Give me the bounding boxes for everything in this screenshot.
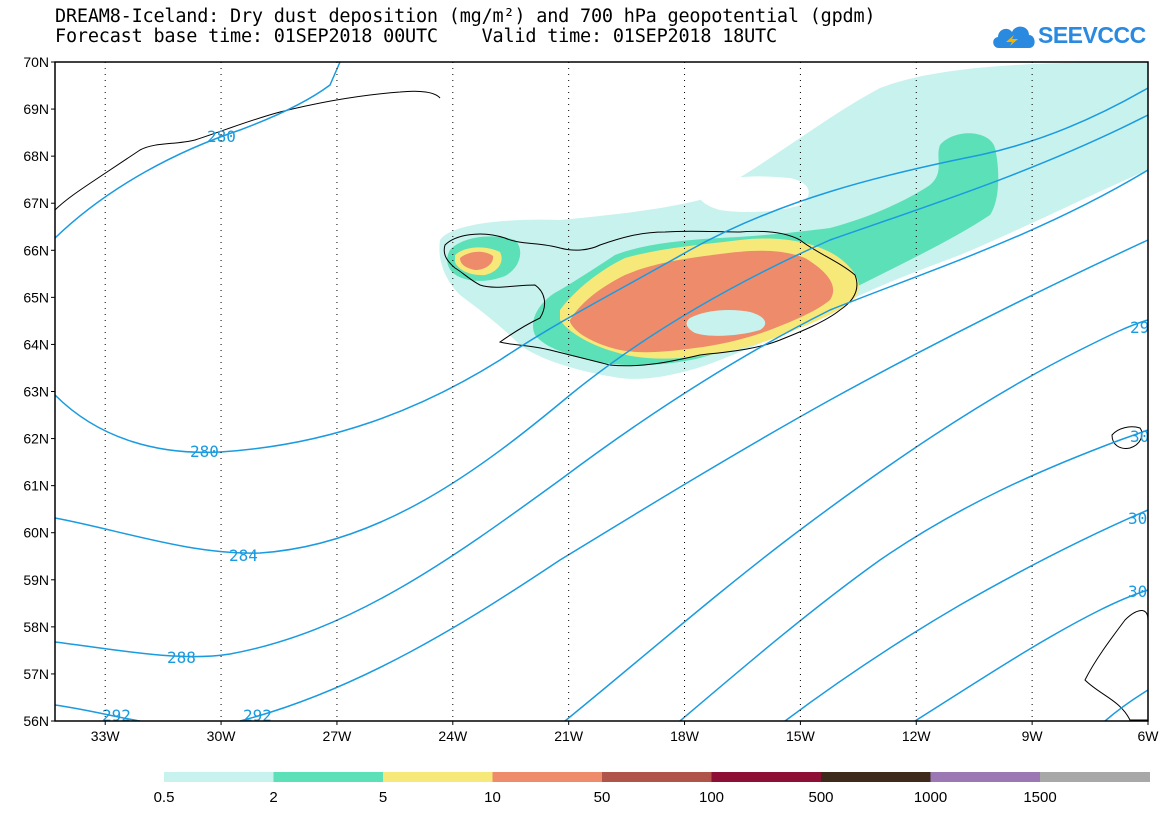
lon-tick-label: 9W <box>1022 728 1044 744</box>
contour-line <box>54 114 1149 554</box>
legend-swatch <box>383 772 493 782</box>
contour-line <box>54 87 1149 454</box>
lon-tick-label: 33W <box>91 728 121 744</box>
latitude-axis: 70N 69N 68N 67N 66N 65N 64N 63N 62N 61N 60N 59N 58N 5… <box>23 54 55 729</box>
contour-line <box>1104 689 1149 722</box>
longitude-axis: 33W 30W 27W 24W 21W 18W 15W 12W 9W 6W <box>91 721 1159 744</box>
contour-label: 292 <box>102 706 131 725</box>
contour-label: 280 <box>207 127 236 146</box>
contour-line <box>564 319 1149 722</box>
lon-tick-label: 27W <box>323 728 353 744</box>
lon-tick-label: 6W <box>1138 728 1160 744</box>
coastlines <box>54 90 1149 721</box>
lat-tick-label: 66N <box>23 242 49 258</box>
legend-label: 1000 <box>914 789 947 806</box>
legend-swatch <box>602 772 712 782</box>
geopotential-contours <box>54 61 1149 722</box>
contour-labels: 280 280 284 288 292 292 29 30 30 30 <box>102 127 1149 725</box>
dust-plume-10-west <box>460 251 494 270</box>
seevccc-logo: SEEVCCC <box>990 18 1146 58</box>
legend-swatch <box>711 772 822 782</box>
contour-label: 280 <box>190 442 219 461</box>
lat-tick-label: 67N <box>23 195 49 211</box>
contour-label: 30 <box>1128 582 1147 601</box>
legend-label: 0.5 <box>154 789 175 806</box>
dust-hole <box>698 176 809 213</box>
contour-label: 288 <box>167 648 196 667</box>
lon-tick-label: 12W <box>902 728 932 744</box>
iceland-coast <box>443 230 858 367</box>
dust-plume-10 <box>570 250 834 353</box>
legend-label: 50 <box>594 789 611 806</box>
lon-tick-label: 24W <box>438 728 468 744</box>
contour-line <box>239 239 1149 722</box>
lat-tick-label: 65N <box>23 289 49 305</box>
dust-hole-2 <box>686 310 766 336</box>
map-title: DREAM8-Iceland: Dry dust deposition (mg/… <box>55 6 876 27</box>
lat-tick-label: 62N <box>23 431 49 447</box>
contour-label: 30 <box>1130 427 1149 446</box>
legend-label: 500 <box>808 789 833 806</box>
lon-tick-label: 30W <box>207 728 237 744</box>
contour-line <box>914 589 1149 722</box>
map-subtitle: Forecast base time: 01SEP2018 00UTC Vali… <box>55 26 777 47</box>
contour-label: 29 <box>1130 318 1149 337</box>
logo-text: SEEVCCC <box>1038 22 1146 48</box>
lat-tick-label: 69N <box>23 101 49 117</box>
lat-tick-label: 57N <box>23 666 49 682</box>
lat-tick-label: 70N <box>23 54 49 70</box>
dust-deposition-field <box>439 62 1148 379</box>
lon-tick-label: 15W <box>786 728 816 744</box>
legend-label: 1500 <box>1023 789 1056 806</box>
lat-tick-label: 60N <box>23 525 49 541</box>
contour-line <box>784 509 1149 722</box>
greenland-coast <box>54 90 441 211</box>
legend-label: 10 <box>484 789 501 806</box>
cloud-icon <box>993 26 1035 48</box>
lat-tick-label: 58N <box>23 619 49 635</box>
color-legend: 0.5 2 5 10 50 100 500 1000 1500 <box>154 772 1150 806</box>
legend-swatch <box>164 772 274 782</box>
lat-tick-label: 56N <box>23 713 49 729</box>
contour-line <box>679 429 1149 722</box>
legend-label: 2 <box>269 789 277 806</box>
contour-label: 284 <box>229 546 258 565</box>
lat-tick-label: 59N <box>23 572 49 588</box>
lat-tick-label: 61N <box>23 478 49 494</box>
contour-label: 292 <box>243 706 272 725</box>
lat-tick-label: 64N <box>23 336 49 352</box>
scotland-coast <box>1084 610 1149 721</box>
contour-line <box>54 704 141 722</box>
lat-tick-label: 63N <box>23 384 49 400</box>
legend-label: 100 <box>699 789 724 806</box>
legend-swatch <box>273 772 384 782</box>
contour-line <box>54 169 1149 658</box>
legend-swatch <box>821 772 931 782</box>
lon-tick-label: 21W <box>554 728 584 744</box>
legend-swatch <box>930 772 1041 782</box>
faroe-coast <box>1111 426 1143 449</box>
lon-tick-label: 18W <box>670 728 700 744</box>
legend-swatch <box>1040 772 1150 782</box>
legend-label: 5 <box>379 789 387 806</box>
legend-swatch <box>492 772 603 782</box>
contour-line <box>54 61 341 239</box>
contour-label: 30 <box>1128 509 1147 528</box>
lat-tick-label: 68N <box>23 148 49 164</box>
